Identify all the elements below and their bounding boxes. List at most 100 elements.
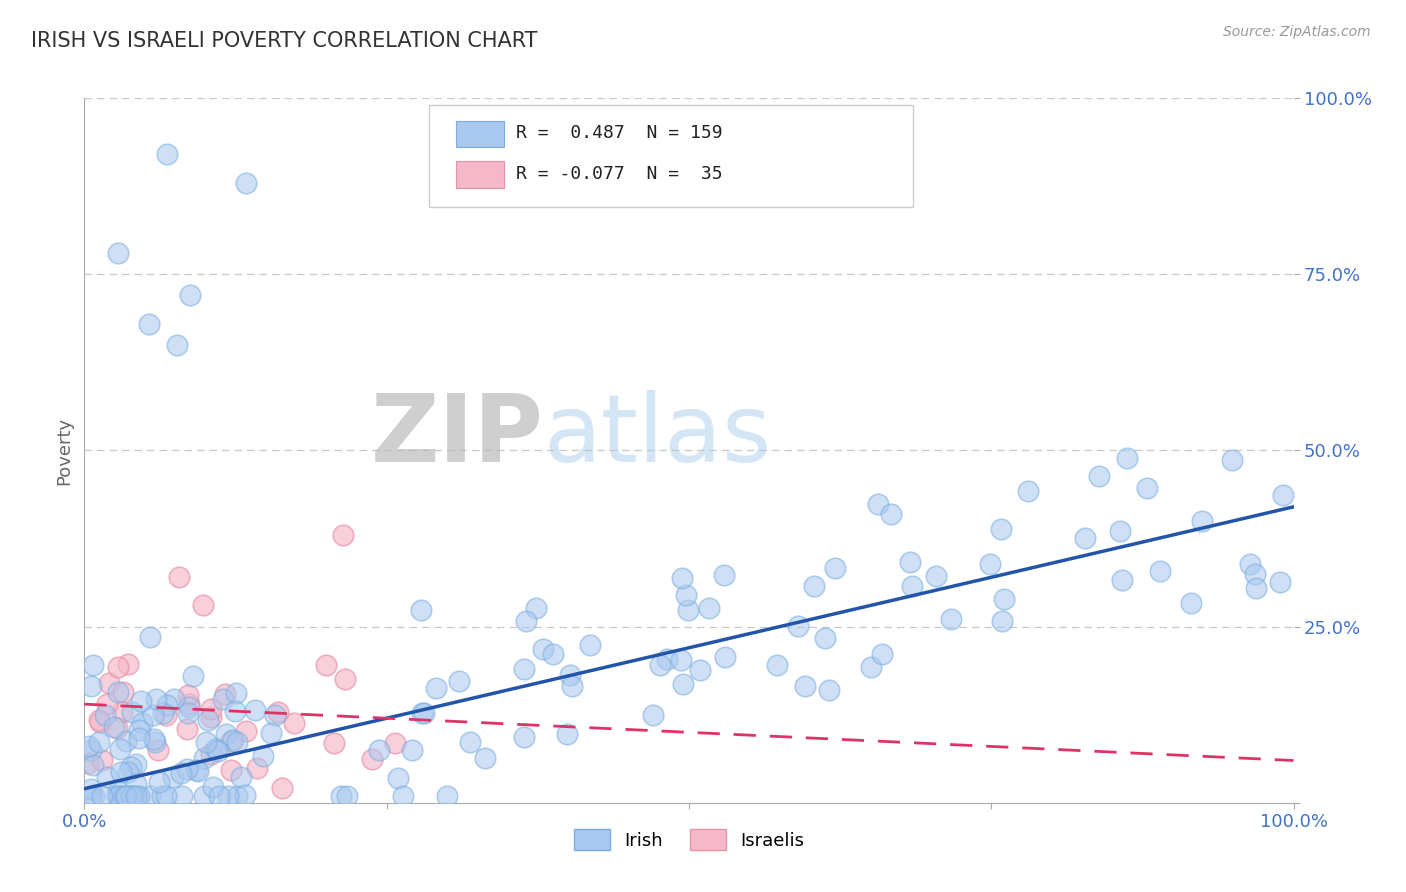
Point [229,771,252,785]
Point [803,579,825,593]
Y-axis label: Poverty: Poverty [55,417,73,484]
Point [1074,531,1097,545]
Point [993,591,1015,606]
Point [90,789,112,803]
Point [264,707,287,722]
Point [117,657,139,671]
Text: atlas: atlas [544,391,772,483]
Point [221,734,243,748]
Point [925,569,948,583]
Point [83,789,105,803]
Point [215,727,238,741]
Point [1191,514,1213,528]
Point [121,705,143,719]
Point [233,788,256,802]
Point [713,568,735,582]
Point [401,743,423,757]
Point [124,777,146,791]
Point [128,731,150,745]
Point [541,647,564,661]
Point [436,789,458,803]
Point [1180,596,1202,610]
Point [80,679,103,693]
Point [179,288,201,302]
Point [409,603,432,617]
Point [714,649,737,664]
Point [814,631,837,645]
Point [107,685,129,699]
Point [824,560,846,574]
Point [214,686,236,700]
Point [657,652,679,666]
Point [156,698,179,712]
Point [336,789,359,803]
Point [207,744,229,758]
Point [474,751,496,765]
Point [107,246,129,260]
Point [283,715,305,730]
Point [979,557,1001,571]
Point [217,789,239,803]
Point [89,714,111,729]
Point [235,176,257,190]
Text: Source: ZipAtlas.com: Source: ZipAtlas.com [1223,25,1371,39]
Point [1239,557,1261,571]
Point [941,612,963,626]
Point [183,669,205,683]
Point [675,588,697,602]
Point [384,736,406,750]
Point [641,708,664,723]
Point [176,763,198,777]
Point [122,789,145,803]
Point [204,742,226,756]
Point [252,748,274,763]
Point [1149,564,1171,578]
Point [82,658,104,673]
Point [142,708,165,723]
Point [1220,453,1243,467]
Point [260,726,283,740]
Point [117,764,139,779]
Point [87,713,110,727]
Point [152,706,174,720]
Point [152,789,174,803]
Point [697,601,720,615]
Point [246,761,269,775]
Point [79,739,101,753]
Point [148,775,170,789]
Point [222,732,245,747]
Point [200,747,222,761]
Point [193,751,215,765]
Point [108,742,131,756]
Point [226,734,249,748]
Point [107,789,129,803]
Point [179,700,201,714]
Point [155,789,177,803]
Point [108,789,131,803]
Point [512,662,534,676]
Point [578,639,600,653]
Point [860,660,883,674]
Point [200,710,222,724]
Point [197,713,219,727]
Point [235,723,257,738]
Point [155,708,177,723]
Point [329,789,352,803]
Point [93,708,115,723]
Point [794,679,817,693]
Point [76,756,98,770]
Point [872,647,894,661]
Point [212,692,235,706]
Point [96,698,118,712]
Point [1115,450,1137,465]
Point [120,760,142,774]
Point [672,677,695,691]
Point [108,789,131,803]
Point [120,789,142,803]
Point [195,735,218,749]
Point [1136,481,1159,495]
Point [120,789,142,803]
Point [103,720,125,734]
Text: R = -0.077  N =  35: R = -0.077 N = 35 [516,165,723,183]
Point [271,781,294,796]
